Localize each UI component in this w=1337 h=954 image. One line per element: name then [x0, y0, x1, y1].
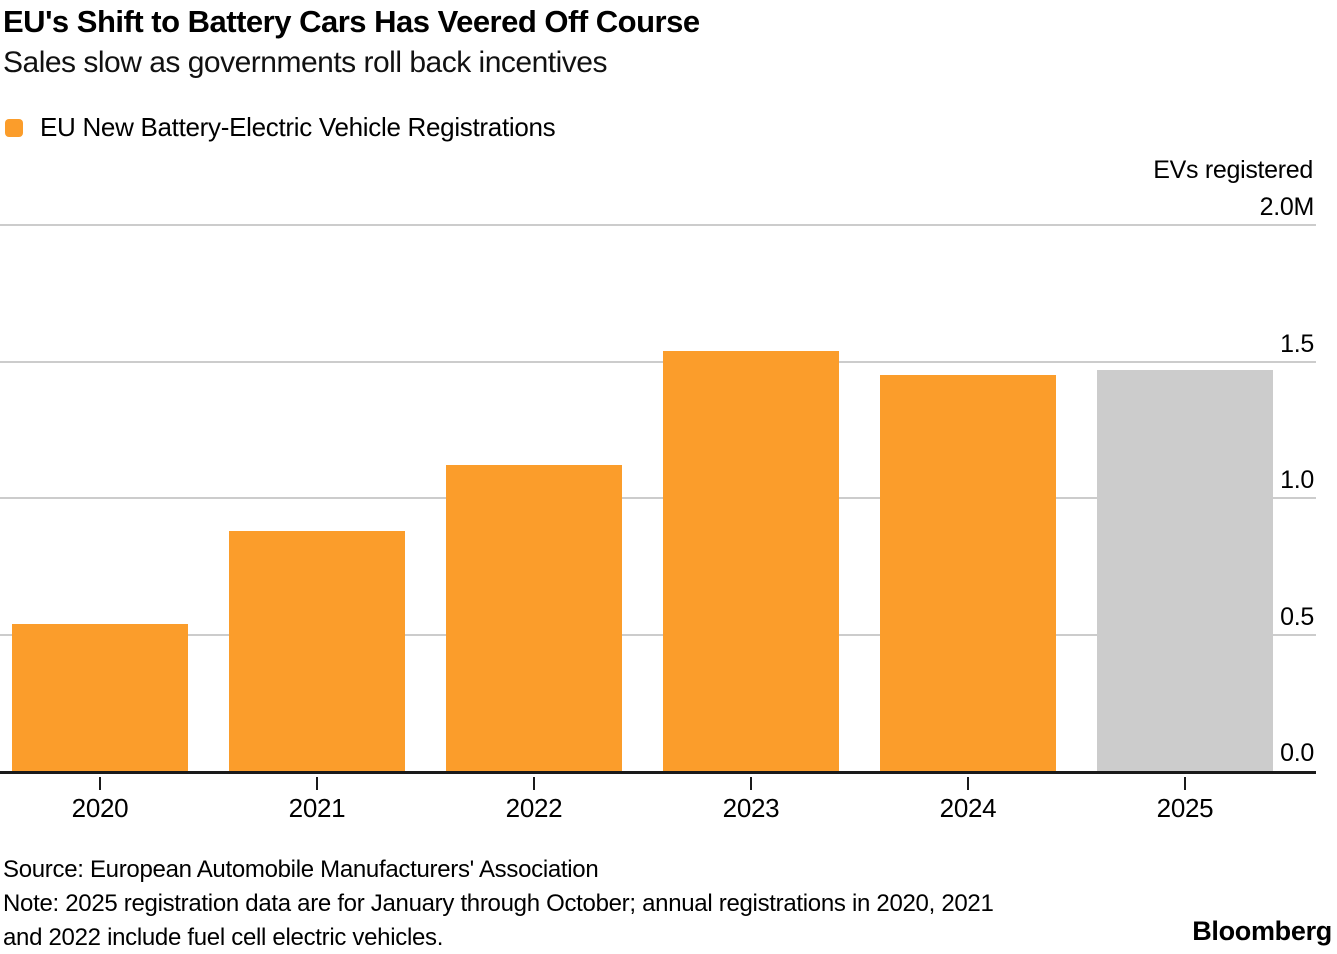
x-tick-label-2025: 2025 [1156, 793, 1214, 823]
plot-area: 2.0M 1.5 1.0 0.5 0.0 [0, 193, 1316, 774]
bar-2021 [229, 530, 405, 771]
bar-2020 [12, 623, 188, 771]
x-tick-label-2023: 2023 [722, 793, 780, 823]
x-tick-2024 [967, 777, 969, 790]
legend-label: EU New Battery-Electric Vehicle Registra… [40, 112, 556, 142]
bar-2024 [880, 375, 1056, 771]
x-tick-2020 [99, 777, 101, 790]
bar-2023 [663, 350, 839, 771]
footnotes: Source: European Automobile Manufacturer… [3, 853, 994, 954]
gridline-1.0 [0, 497, 1316, 499]
note-line-1: Note: 2025 registration data are for Jan… [3, 890, 994, 917]
y-tick-label-2.0M: 2.0M [1259, 193, 1315, 221]
bloomberg-logo: Bloomberg [1192, 916, 1332, 946]
chart-title: EU's Shift to Battery Cars Has Veered Of… [3, 4, 700, 39]
bar-2025 [1097, 369, 1273, 771]
x-tick-2021 [316, 777, 318, 790]
legend-swatch-icon [5, 118, 23, 137]
x-tick-2022 [533, 777, 535, 790]
y-tick-label-0.5: 0.5 [1280, 602, 1314, 631]
x-tick-label-2024: 2024 [939, 793, 997, 823]
y-tick-label-1.5: 1.5 [1280, 329, 1314, 358]
x-tick-label-2021: 2021 [288, 793, 346, 823]
gridline-0.5 [0, 633, 1316, 636]
y-tick-label-1.0: 1.0 [1280, 466, 1314, 494]
bar-2022 [446, 465, 622, 771]
y-axis-unit-label: EVs registered [1153, 156, 1313, 184]
x-tick-label-2020: 2020 [71, 793, 129, 823]
gridline-1.5 [0, 360, 1316, 363]
x-tick-2023 [750, 777, 752, 790]
chart-subtitle: Sales slow as governments roll back ince… [3, 46, 607, 79]
bar-group [12, 350, 1273, 771]
source-line: Source: European Automobile Manufacturer… [3, 856, 599, 883]
y-tick-label-0.0: 0.0 [1280, 739, 1314, 767]
x-tick-label-2022: 2022 [505, 793, 563, 823]
x-tick-2025 [1184, 777, 1186, 790]
note-line-2: and 2022 include fuel cell electric vehi… [3, 924, 444, 951]
gridline-2.0M [0, 224, 1316, 226]
legend: EU New Battery-Electric Vehicle Registra… [5, 112, 556, 143]
x-axis: 2020 2021 2022 2023 2024 2025 [0, 777, 1316, 837]
